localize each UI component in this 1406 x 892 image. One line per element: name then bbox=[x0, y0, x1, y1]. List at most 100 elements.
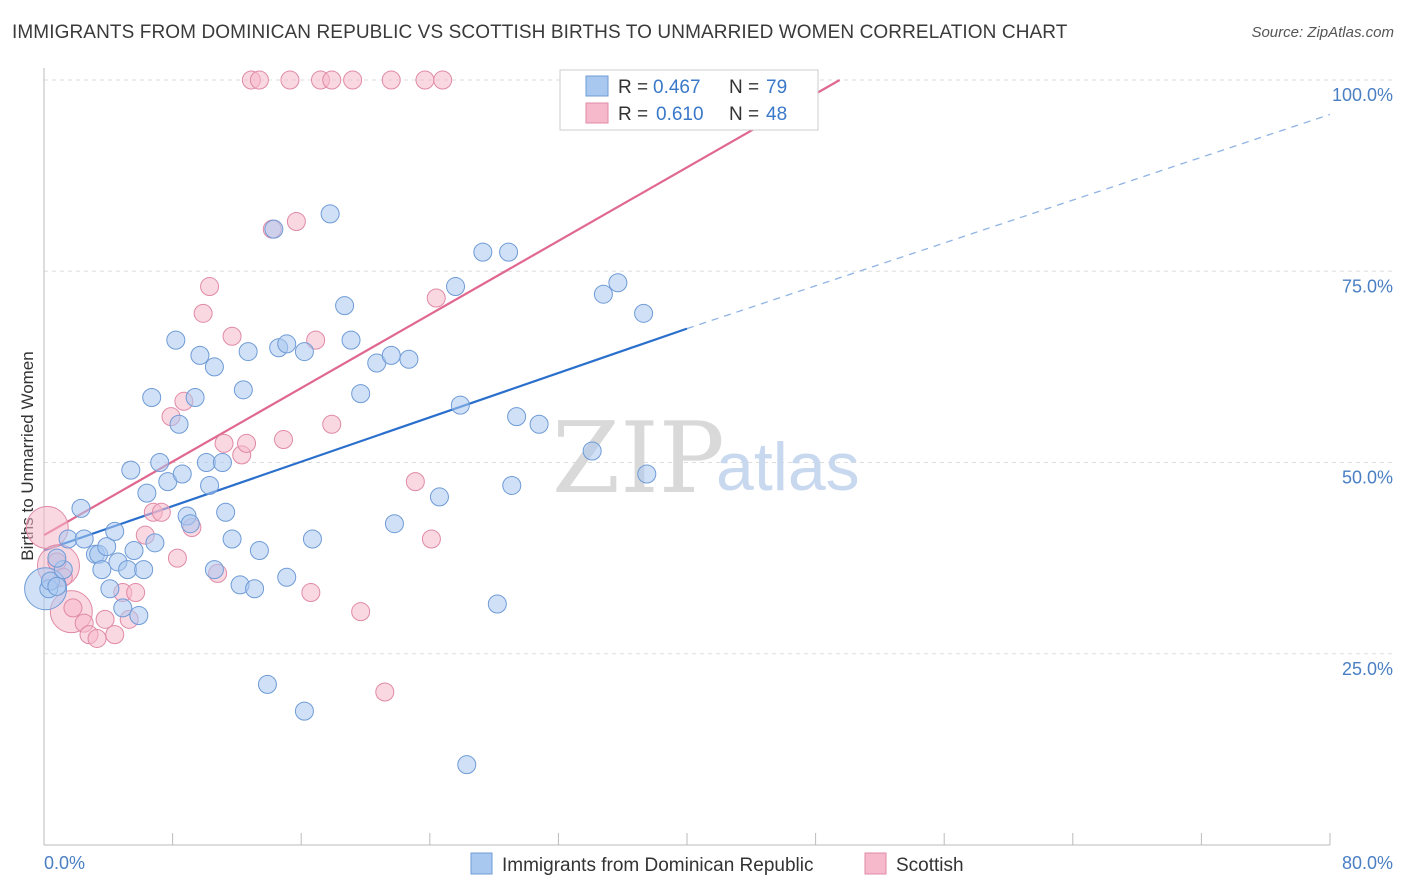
dominican-point bbox=[473, 242, 493, 262]
scottish-point bbox=[63, 598, 83, 618]
y-tick-label: 50.0% bbox=[1342, 468, 1393, 488]
dominican-point bbox=[172, 464, 192, 484]
legend-swatch-pink bbox=[585, 102, 609, 124]
dominican-point bbox=[634, 303, 654, 323]
scottish-point bbox=[426, 288, 446, 308]
dominican-point bbox=[257, 674, 277, 694]
source-label: Source: ZipAtlas.com bbox=[1251, 24, 1394, 41]
scottish-point bbox=[375, 682, 395, 702]
scottish-point bbox=[415, 70, 435, 90]
dominican-point bbox=[200, 475, 220, 495]
dominican-point bbox=[320, 204, 340, 224]
dominican-point bbox=[47, 548, 67, 568]
dominican-point bbox=[121, 460, 141, 480]
dominican-point bbox=[302, 529, 322, 549]
dominican-point bbox=[58, 529, 78, 549]
scottish-point bbox=[126, 583, 146, 603]
dominican-point bbox=[381, 345, 401, 365]
dominican-point bbox=[74, 529, 94, 549]
dominican-point bbox=[507, 407, 527, 427]
dominican-point bbox=[134, 560, 154, 580]
y-tick-label: 25.0% bbox=[1342, 659, 1393, 679]
scottish-point bbox=[87, 628, 107, 648]
dominican-point bbox=[190, 345, 210, 365]
dominican-point bbox=[294, 342, 314, 362]
dominican-point bbox=[399, 349, 419, 369]
bottom-legend-label-blue: Immigrants from Dominican Republic bbox=[502, 855, 814, 876]
scottish-point bbox=[351, 602, 371, 622]
dominican-points bbox=[24, 204, 657, 775]
scottish-point bbox=[200, 277, 220, 297]
dominican-point bbox=[593, 284, 613, 304]
scottish-point bbox=[95, 609, 115, 629]
legend-box: R = 0.467 N = 79 R = 0.610 N = 48 bbox=[559, 69, 819, 131]
dominican-point bbox=[169, 414, 189, 434]
dominican-point bbox=[245, 579, 265, 599]
legend-n-value-pink: 48 bbox=[766, 104, 787, 125]
dominican-point bbox=[335, 296, 355, 316]
bottom-legend-label-pink: Scottish bbox=[896, 855, 964, 876]
dominican-point bbox=[118, 560, 138, 580]
dominican-point bbox=[233, 380, 253, 400]
y-tick-label: 75.0% bbox=[1342, 276, 1393, 296]
scottish-point bbox=[274, 430, 294, 450]
dominican-point bbox=[222, 529, 242, 549]
scottish-point bbox=[343, 70, 363, 90]
dominican-point bbox=[113, 598, 133, 618]
dominican-point bbox=[450, 395, 470, 415]
dominican-point bbox=[137, 483, 157, 503]
scottish-point bbox=[405, 472, 425, 492]
scottish-point bbox=[381, 70, 401, 90]
dominican-point bbox=[249, 540, 269, 560]
dominican-point bbox=[582, 441, 602, 461]
scottish-point bbox=[433, 70, 453, 90]
scottish-point bbox=[280, 70, 300, 90]
scottish-point bbox=[301, 583, 321, 603]
scottish-point bbox=[167, 548, 187, 568]
chart-title: IMMIGRANTS FROM DOMINICAN REPUBLIC VS SC… bbox=[12, 22, 1068, 43]
trend-line-dominican-extension bbox=[686, 113, 1331, 330]
dominican-point bbox=[180, 514, 200, 534]
dominican-point bbox=[150, 453, 170, 472]
dominican-point bbox=[204, 560, 224, 580]
dominican-point bbox=[294, 701, 314, 721]
dominican-point bbox=[502, 475, 522, 495]
legend-r-value-blue: 0.467 bbox=[653, 77, 701, 98]
dominican-point bbox=[97, 537, 117, 557]
dominican-point bbox=[637, 464, 657, 484]
legend-n-value-blue: 79 bbox=[766, 77, 787, 98]
y-tick-labels: 25.0% 50.0% 75.0% 100.0% bbox=[1332, 85, 1393, 679]
x-tick-label-min: 0.0% bbox=[44, 853, 85, 873]
legend-r-value-pink: 0.610 bbox=[656, 104, 704, 125]
dominican-point bbox=[499, 242, 519, 262]
scottish-point bbox=[322, 70, 342, 90]
dominican-point bbox=[277, 567, 297, 587]
scottish-point bbox=[237, 433, 257, 453]
dominican-point bbox=[341, 330, 361, 350]
dominican-point bbox=[277, 334, 297, 354]
dominican-point bbox=[105, 521, 125, 541]
x-tick-label-max: 80.0% bbox=[1342, 853, 1393, 873]
grid bbox=[44, 79, 1392, 655]
watermark-zip: ZIP bbox=[552, 402, 725, 516]
dominican-point bbox=[608, 273, 628, 293]
dominican-point bbox=[129, 606, 149, 625]
dominican-point bbox=[264, 219, 284, 239]
dominican-point bbox=[196, 453, 216, 472]
dominican-point bbox=[166, 330, 186, 350]
bottom-legend: Immigrants from Dominican Republic Scott… bbox=[470, 852, 964, 876]
dominican-point bbox=[47, 576, 67, 596]
scottish-point bbox=[151, 502, 171, 522]
dominican-point bbox=[100, 579, 120, 599]
scottish-point bbox=[105, 625, 125, 645]
legend-n-label-pink: N = bbox=[729, 104, 764, 125]
scottish-point bbox=[222, 326, 242, 346]
legend-r-label-pink: R = bbox=[618, 104, 653, 125]
legend-swatch-blue bbox=[585, 75, 609, 97]
scottish-point bbox=[421, 529, 441, 549]
legend-n-label-blue: N = bbox=[729, 77, 764, 98]
dominican-point bbox=[124, 540, 144, 560]
dominican-point bbox=[487, 594, 507, 614]
watermark-atlas: atlas bbox=[716, 429, 860, 505]
